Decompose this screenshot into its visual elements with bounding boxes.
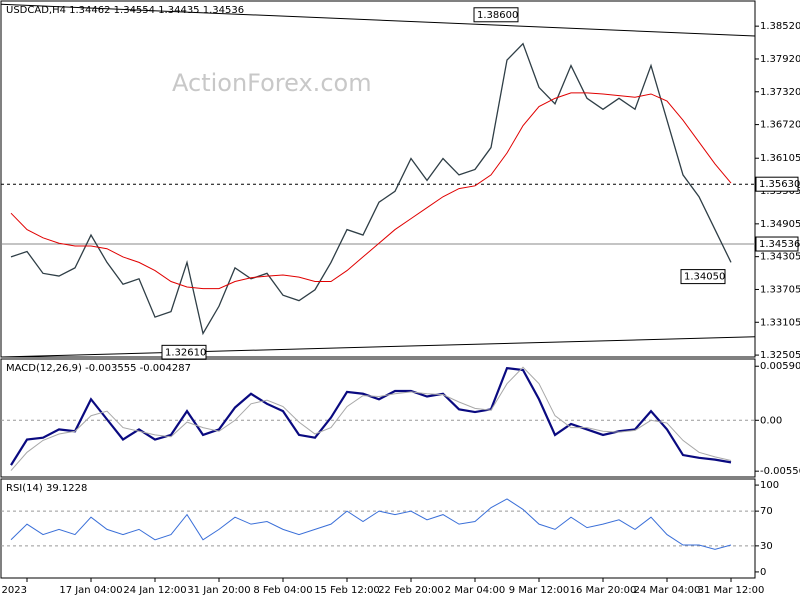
y-tick-label: 1.36720 bbox=[760, 120, 800, 131]
y-tick-label: 1.33705 bbox=[760, 284, 800, 295]
y-tick-label: 30 bbox=[760, 541, 773, 552]
y-tick-label: 70 bbox=[760, 506, 773, 517]
x-tick-label: 16 Mar 20:00 bbox=[570, 585, 637, 596]
level-box bbox=[755, 176, 799, 192]
x-tick-label: 24 Jan 12:00 bbox=[123, 585, 186, 596]
series-line bbox=[10, 366, 732, 471]
panel-frame bbox=[0, 478, 756, 579]
y-tick-label: -0.005563 bbox=[760, 466, 800, 477]
y-tick-label: 1.36105 bbox=[760, 153, 800, 164]
y-tick-label: 1.37920 bbox=[760, 54, 800, 65]
y-tick-label: 0.005908 bbox=[760, 361, 800, 372]
panel-frame bbox=[0, 0, 756, 358]
panel-frame bbox=[0, 358, 756, 478]
y-tick-label: 1.37320 bbox=[760, 87, 800, 98]
watermark: ActionForex.com bbox=[172, 69, 372, 97]
y-tick-label: 1.34905 bbox=[760, 219, 800, 230]
y-tick-label: 100 bbox=[760, 480, 779, 491]
series-line bbox=[10, 498, 732, 550]
annotation-label: 1.38600 bbox=[477, 10, 518, 21]
panel-title: USDCAD,H4 1.34462 1.34554 1.34435 1.3453… bbox=[6, 5, 244, 16]
y-tick-label: 1.38520 bbox=[760, 21, 800, 32]
y-tick-label: 0 bbox=[760, 567, 766, 578]
level-label: 1.34536 bbox=[759, 239, 800, 250]
level-label: 1.35630 bbox=[759, 179, 800, 190]
x-tick-label: 24 Mar 04:00 bbox=[634, 585, 701, 596]
y-tick-label: 0.00 bbox=[760, 415, 782, 426]
x-tick-label: 31 Jan 20:00 bbox=[187, 585, 250, 596]
series-line bbox=[10, 366, 732, 466]
x-tick-label: 2 Mar 04:00 bbox=[445, 585, 505, 596]
y-tick-label: 1.32505 bbox=[760, 350, 800, 361]
x-tick-label: 9 Mar 12:00 bbox=[509, 585, 569, 596]
annotation-label: 1.34050 bbox=[684, 272, 725, 283]
y-tick-label: 1.33105 bbox=[760, 317, 800, 328]
trendline bbox=[0, 3, 756, 37]
trendline bbox=[0, 336, 756, 358]
x-tick-label: 22 Feb 20:00 bbox=[378, 585, 444, 596]
x-tick-label: 9 Jan 2023 bbox=[0, 585, 27, 596]
x-tick-label: 8 Feb 04:00 bbox=[253, 585, 312, 596]
panel-title: RSI(14) 39.1228 bbox=[6, 483, 87, 494]
series-line bbox=[10, 92, 732, 290]
series-line bbox=[10, 42, 732, 336]
level-box bbox=[755, 236, 799, 252]
y-tick-label: 1.34305 bbox=[760, 252, 800, 263]
x-tick-label: 15 Feb 12:00 bbox=[314, 585, 380, 596]
x-tick-label: 31 Mar 12:00 bbox=[698, 585, 765, 596]
panel-title: MACD(12,26,9) -0.003555 -0.004287 bbox=[6, 363, 191, 374]
annotation-box bbox=[680, 269, 726, 285]
x-tick-label: 17 Jan 04:00 bbox=[59, 585, 122, 596]
annotation-box bbox=[473, 7, 519, 23]
annotation-label: 1.32610 bbox=[165, 347, 206, 358]
